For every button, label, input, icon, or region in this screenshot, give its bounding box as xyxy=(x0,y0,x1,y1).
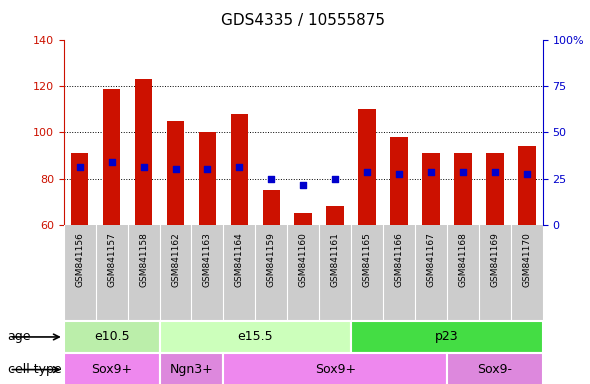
Bar xyxy=(64,321,159,353)
Text: GSM841168: GSM841168 xyxy=(458,232,467,287)
Point xyxy=(139,164,148,170)
Text: GSM841157: GSM841157 xyxy=(107,232,116,287)
Bar xyxy=(167,121,184,225)
Text: GDS4335 / 10555875: GDS4335 / 10555875 xyxy=(221,13,385,28)
Bar xyxy=(159,353,224,384)
Bar xyxy=(326,206,344,225)
Point xyxy=(267,175,276,182)
Bar xyxy=(518,146,536,225)
Point xyxy=(394,171,404,177)
Point xyxy=(235,164,244,170)
Bar xyxy=(103,89,120,225)
Bar xyxy=(294,213,312,225)
Text: GSM841161: GSM841161 xyxy=(331,232,340,287)
Text: GSM841156: GSM841156 xyxy=(75,232,84,287)
Text: GSM841167: GSM841167 xyxy=(427,232,435,287)
Text: GSM841164: GSM841164 xyxy=(235,232,244,287)
Bar xyxy=(159,321,351,353)
Bar xyxy=(71,153,88,225)
Text: e15.5: e15.5 xyxy=(238,331,273,343)
Text: GSM841166: GSM841166 xyxy=(395,232,404,287)
Text: Sox9-: Sox9- xyxy=(477,363,512,376)
Bar xyxy=(486,153,504,225)
Text: GSM841169: GSM841169 xyxy=(490,232,499,287)
Point xyxy=(299,182,308,189)
Bar xyxy=(454,153,472,225)
Text: GSM841170: GSM841170 xyxy=(522,232,532,287)
Text: GSM841159: GSM841159 xyxy=(267,232,276,287)
Bar xyxy=(422,153,440,225)
Bar xyxy=(351,321,543,353)
Point xyxy=(362,169,372,175)
Text: age: age xyxy=(8,331,31,343)
Point xyxy=(203,166,212,172)
Text: GSM841160: GSM841160 xyxy=(299,232,308,287)
Text: GSM841162: GSM841162 xyxy=(171,232,180,287)
Bar xyxy=(263,190,280,225)
Text: Sox9+: Sox9+ xyxy=(314,363,356,376)
Text: Sox9+: Sox9+ xyxy=(91,363,132,376)
Point xyxy=(330,175,340,182)
Text: Ngn3+: Ngn3+ xyxy=(169,363,214,376)
Bar xyxy=(135,79,152,225)
Point xyxy=(522,171,532,177)
Text: p23: p23 xyxy=(435,331,459,343)
Text: GSM841165: GSM841165 xyxy=(363,232,372,287)
Bar xyxy=(199,132,216,225)
Bar xyxy=(358,109,376,225)
Bar xyxy=(231,114,248,225)
Bar xyxy=(224,353,447,384)
Point xyxy=(490,169,500,175)
Point xyxy=(75,164,84,170)
Point xyxy=(171,166,180,172)
Text: GSM841158: GSM841158 xyxy=(139,232,148,287)
Text: cell type: cell type xyxy=(8,363,61,376)
Bar xyxy=(391,137,408,225)
Bar xyxy=(447,353,543,384)
Bar xyxy=(64,353,159,384)
Point xyxy=(427,169,436,175)
Point xyxy=(458,169,468,175)
Text: GSM841163: GSM841163 xyxy=(203,232,212,287)
Text: e10.5: e10.5 xyxy=(94,331,129,343)
Point xyxy=(107,159,116,166)
